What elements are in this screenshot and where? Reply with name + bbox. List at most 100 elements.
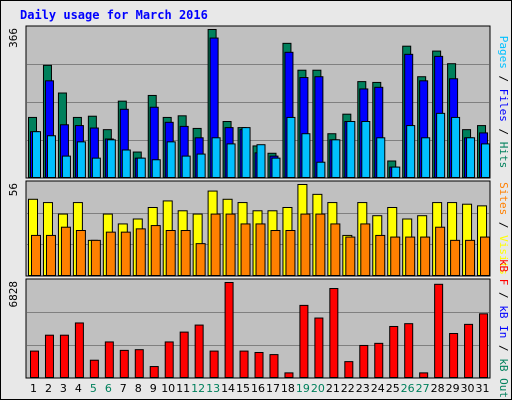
kbf-bar xyxy=(299,304,309,378)
day-tick-label: 19 xyxy=(296,382,310,395)
legend-entry: Sites xyxy=(497,182,510,215)
pages-bar xyxy=(451,116,461,178)
sites-bar xyxy=(390,236,401,276)
kbf-bar xyxy=(134,349,144,378)
day-tick-label: 7 xyxy=(120,382,127,395)
day-tick-label: 26 xyxy=(401,382,415,395)
pages-bar xyxy=(61,155,71,178)
sites-bar xyxy=(195,243,206,276)
middle-ymax-label: 56 xyxy=(7,183,20,196)
kbf-bar xyxy=(74,322,84,378)
pages-bar xyxy=(361,121,371,178)
kbf-bar xyxy=(89,359,99,378)
day-tick-label: 28 xyxy=(431,382,445,395)
pages-bar xyxy=(376,137,386,178)
pages-bar xyxy=(466,137,476,178)
kbf-bar xyxy=(359,344,369,378)
pages-bar xyxy=(196,153,206,179)
sites-bar xyxy=(330,223,341,277)
kbf-bar xyxy=(239,350,249,378)
day-tick-label: 13 xyxy=(206,382,220,395)
sites-bar xyxy=(90,239,101,277)
pages-bar xyxy=(91,157,101,178)
kbf-bar xyxy=(149,366,159,378)
kbf-bar xyxy=(284,372,294,378)
day-tick-label: 2 xyxy=(45,382,52,395)
day-tick-label: 30 xyxy=(461,382,475,395)
sites-bar xyxy=(345,236,356,276)
sites-bar xyxy=(255,223,266,277)
pages-bar xyxy=(226,143,236,179)
sites-bar xyxy=(150,225,161,276)
pages-bar xyxy=(301,133,311,179)
kbf-bar xyxy=(164,341,174,378)
day-tick-label: 4 xyxy=(75,382,82,395)
day-tick-label: 1 xyxy=(30,382,37,395)
sites-bar xyxy=(210,213,221,276)
day-tick-label: 3 xyxy=(60,382,67,395)
sites-bar xyxy=(450,239,461,277)
legend-entry: Hits xyxy=(497,142,510,169)
pages-bar xyxy=(76,141,86,178)
sites-bar xyxy=(270,230,281,276)
sites-bar xyxy=(240,223,251,277)
sites-bar xyxy=(285,230,296,276)
kbf-bar xyxy=(479,313,489,379)
bottom-legend-label: kB F / kB In / kB Out xyxy=(497,259,510,398)
pages-bar xyxy=(46,135,56,179)
day-tick-label: 29 xyxy=(446,382,460,395)
chart-title: Daily usage for March 2016 xyxy=(20,8,208,22)
pages-bar xyxy=(436,112,446,178)
sites-bar xyxy=(105,231,116,276)
day-tick-label: 21 xyxy=(326,382,340,395)
pages-bar xyxy=(181,155,191,178)
middle-legend-label: Sites / Visits xyxy=(497,182,510,275)
sites-bar xyxy=(45,234,56,277)
pages-bar xyxy=(406,125,416,178)
day-tick-label: 20 xyxy=(311,382,325,395)
day-tick-label: 15 xyxy=(236,382,250,395)
kbf-bar xyxy=(44,334,54,378)
pages-bar xyxy=(106,139,116,178)
pages-bar xyxy=(256,144,266,179)
pages-bar xyxy=(151,159,161,178)
sites-bar xyxy=(300,213,311,276)
kbf-bar xyxy=(464,323,474,378)
pages-bar xyxy=(421,137,431,178)
kbf-bar xyxy=(104,341,114,378)
top-ymax-label: 366 xyxy=(7,28,20,48)
day-tick-label: 10 xyxy=(161,382,175,395)
day-tick-label: 5 xyxy=(90,382,97,395)
day-tick-label: 24 xyxy=(371,382,385,395)
sites-bar xyxy=(360,223,371,277)
kbf-bar xyxy=(419,372,429,378)
day-tick-label: 31 xyxy=(476,382,490,395)
day-tick-label: 14 xyxy=(221,382,235,395)
sites-bar xyxy=(375,234,386,277)
kbf-bar xyxy=(224,282,234,378)
kbf-bar xyxy=(194,324,204,379)
legend-entry: Files xyxy=(497,89,510,122)
pages-bar xyxy=(316,161,326,179)
kbf-bar xyxy=(254,351,264,378)
legend-entry: / xyxy=(497,122,510,142)
sites-bar xyxy=(405,236,416,276)
pages-bar xyxy=(136,157,146,178)
day-tick-label: 25 xyxy=(386,382,400,395)
day-tick-label: 9 xyxy=(150,382,157,395)
day-tick-label: 11 xyxy=(176,382,190,395)
pages-bar xyxy=(211,137,221,178)
kbf-bar xyxy=(59,334,69,378)
sites-bar xyxy=(225,213,236,276)
kbf-bar xyxy=(404,323,414,379)
pages-bar xyxy=(331,139,341,178)
kbf-bar xyxy=(434,283,444,378)
top-legend-label: Pages / Files / Hits xyxy=(497,36,510,169)
sites-bar xyxy=(165,230,176,276)
pages-bar xyxy=(32,131,41,178)
legend-entry: Visits xyxy=(497,235,510,275)
legend-entry: / xyxy=(497,338,510,358)
day-tick-label: 8 xyxy=(135,382,142,395)
kbf-bar xyxy=(119,349,129,379)
